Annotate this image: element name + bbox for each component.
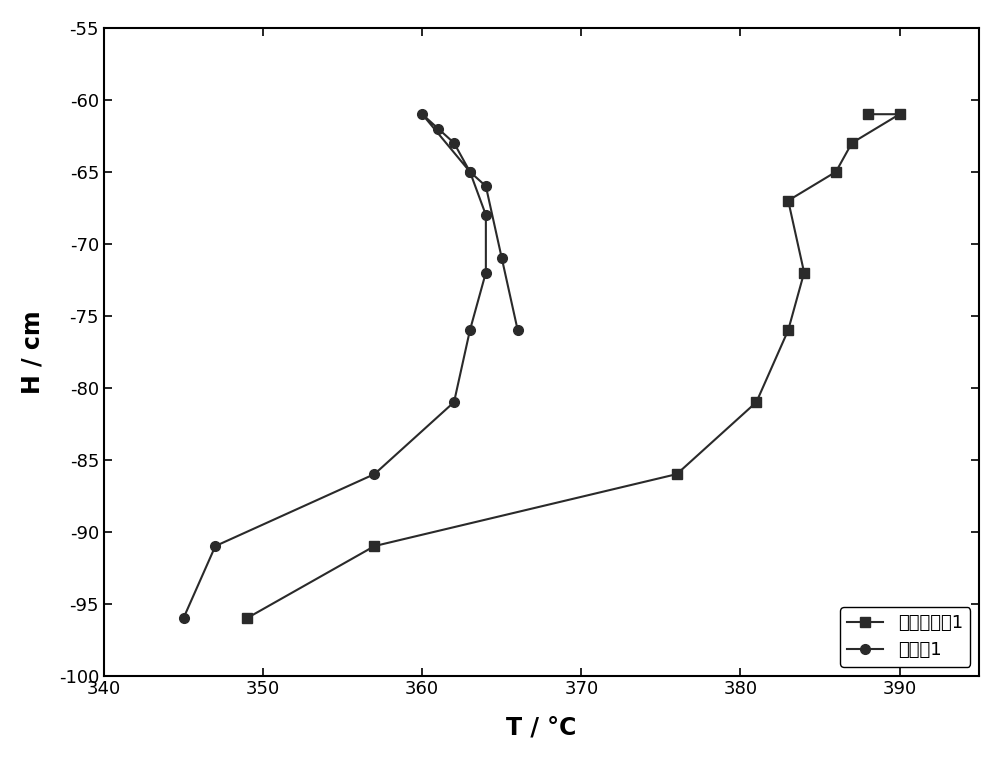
对比实施例1 <box>750 397 762 407</box>
对比实施例1 <box>830 167 842 176</box>
Line: 实施例1: 实施例1 <box>179 109 523 623</box>
实施例1 <box>464 325 476 334</box>
实施例1 <box>448 138 460 147</box>
对比实施例1 <box>368 542 380 551</box>
实施例1 <box>496 254 508 263</box>
对比实施例1 <box>241 613 253 622</box>
Y-axis label: H / cm: H / cm <box>21 310 45 394</box>
实施例1 <box>448 397 460 407</box>
实施例1 <box>209 542 221 551</box>
实施例1 <box>432 124 444 133</box>
实施例1 <box>416 109 428 119</box>
对比实施例1 <box>782 196 794 205</box>
对比实施例1 <box>846 138 858 147</box>
实施例1 <box>480 211 492 220</box>
实施例1 <box>178 613 190 622</box>
对比实施例1 <box>894 109 906 119</box>
对比实施例1 <box>671 470 683 479</box>
实施例1 <box>464 167 476 176</box>
实施例1 <box>480 268 492 277</box>
Legend: 对比实施例1, 实施例1: 对比实施例1, 实施例1 <box>840 607 970 667</box>
实施例1 <box>480 182 492 191</box>
对比实施例1 <box>798 268 810 277</box>
实施例1 <box>368 470 380 479</box>
对比实施例1 <box>862 109 874 119</box>
X-axis label: T / °C: T / °C <box>506 715 577 739</box>
实施例1 <box>512 325 524 334</box>
Line: 对比实施例1: 对比实施例1 <box>242 109 904 623</box>
对比实施例1 <box>782 325 794 334</box>
实施例1 <box>464 167 476 176</box>
